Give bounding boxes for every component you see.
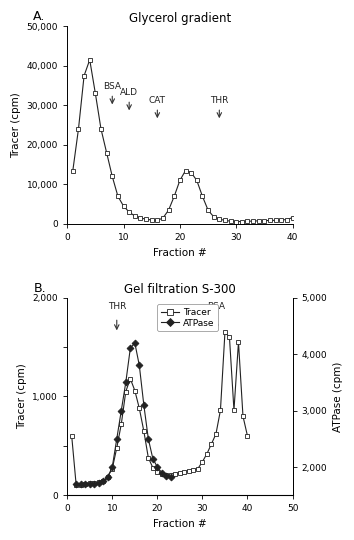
Text: THR: THR (210, 96, 228, 105)
Y-axis label: Tracer (cpm): Tracer (cpm) (11, 92, 21, 158)
X-axis label: Fraction #: Fraction # (153, 519, 207, 529)
Text: THR: THR (108, 302, 126, 312)
Text: BSA: BSA (207, 302, 225, 312)
Text: ALD: ALD (120, 89, 138, 97)
Text: CAT: CAT (149, 96, 166, 105)
Title: Glycerol gradient: Glycerol gradient (129, 12, 231, 25)
Y-axis label: ATPase (cpm): ATPase (cpm) (333, 361, 343, 431)
Title: Gel filtration S-300: Gel filtration S-300 (124, 284, 236, 296)
Legend: Tracer, ATPase: Tracer, ATPase (157, 304, 218, 331)
Y-axis label: Tracer (cpm): Tracer (cpm) (17, 363, 27, 429)
Text: BSA: BSA (103, 83, 121, 91)
Text: A.: A. (33, 10, 46, 23)
Text: B.: B. (33, 282, 46, 295)
X-axis label: Fraction #: Fraction # (153, 247, 207, 258)
